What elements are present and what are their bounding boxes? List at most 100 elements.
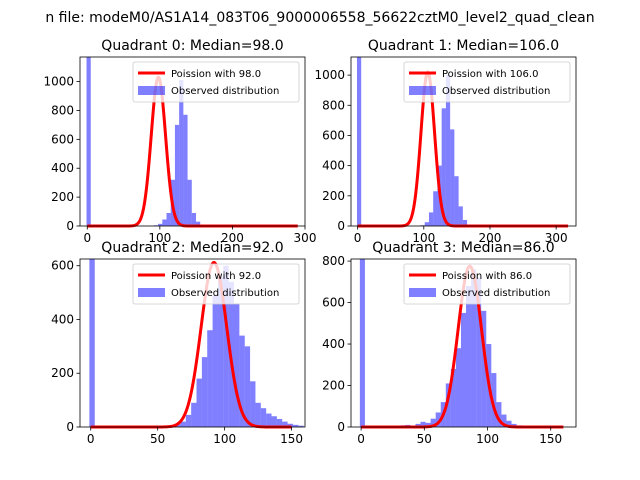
histogram-bar [359, 259, 365, 427]
histogram-bar [292, 424, 299, 427]
histogram-bar [183, 114, 188, 226]
legend: Poission with 86.0 Observed distribution [403, 263, 571, 305]
legend: Poission with 92.0 Observed distribution [132, 263, 300, 305]
histogram-bar [185, 414, 192, 427]
x-tick-label: 100 [476, 432, 499, 446]
histogram-bar [174, 124, 180, 226]
y-tick-label: 400 [51, 161, 74, 175]
y-tick-label: 0 [66, 420, 74, 434]
histogram-bar [428, 212, 434, 226]
axes-frame [350, 56, 577, 227]
histogram-bar [89, 259, 95, 427]
histogram-bar [476, 277, 482, 427]
y-tick-label: 400 [322, 337, 345, 351]
legend-frame [132, 263, 300, 305]
histogram-bar [496, 402, 502, 427]
histogram-bar [250, 381, 256, 427]
legend-patch-swatch [138, 86, 165, 95]
histogram-bar [433, 191, 438, 226]
axes-frame [79, 56, 306, 227]
histogram-bar [266, 413, 272, 427]
subplot-3: 0 50 100 150 0 200 400 600 800 Quadrant 3: Median… [322, 240, 577, 446]
legend-patch-swatch [138, 288, 165, 297]
histogram-bar [195, 221, 201, 226]
histogram-bar [420, 421, 426, 427]
histogram-bar [187, 179, 192, 226]
histogram-bar [425, 422, 431, 427]
y-tick-label: 600 [322, 296, 345, 310]
histogram-bar [191, 402, 197, 427]
y-tick-label: 1000 [43, 75, 74, 89]
histogram-bar [158, 223, 163, 226]
histogram-bar [430, 418, 436, 427]
histogram-bar [454, 176, 459, 226]
y-tick-label: 200 [51, 366, 74, 380]
x-tick-label: 150 [539, 432, 562, 446]
y-tick-label: 0 [337, 420, 345, 434]
histogram-bar [501, 414, 507, 427]
histogram-bar [223, 265, 229, 427]
y-tick-label: 200 [322, 379, 345, 393]
histogram-bar [239, 335, 245, 427]
x-tick-label: 100 [148, 231, 171, 245]
legend-frame [403, 61, 571, 103]
histogram-bar [201, 357, 208, 427]
histogram-bar [166, 213, 171, 226]
x-tick-label: 150 [280, 432, 303, 446]
legend-entry-poisson: Poission with 86.0 [442, 271, 532, 282]
legend-patch-swatch [409, 86, 436, 95]
histogram-bar [162, 219, 167, 226]
subplot-1: 0 100 200 300 0 200 400 600 800 1000 Quadrant 1: M… [314, 38, 577, 245]
histogram-bar [466, 285, 472, 427]
histogram-bar [435, 412, 441, 427]
legend-patch-swatch [409, 288, 436, 297]
x-tick-label: 50 [417, 432, 432, 446]
x-tick-label: 200 [479, 231, 502, 245]
histogram-bar [460, 312, 467, 427]
y-tick-label: 200 [322, 189, 345, 203]
histogram-bar [207, 330, 213, 427]
y-tick-label: 600 [322, 128, 345, 142]
x-tick-label: 50 [150, 432, 165, 446]
x-tick-label: 0 [83, 231, 91, 245]
subplot-title: Quadrant 3: Median=86.0 [372, 240, 554, 256]
histogram-bar [180, 421, 186, 427]
histogram-bar [217, 276, 224, 427]
histogram-bar [298, 425, 304, 427]
legend-frame [132, 61, 300, 103]
axes-frame [79, 258, 306, 428]
histogram-bar [212, 295, 218, 427]
histogram-bar [424, 222, 429, 226]
y-tick-label: 200 [51, 190, 74, 204]
histogram-bar [506, 420, 512, 427]
x-tick-label: 0 [354, 231, 362, 245]
legend: Poission with 106.0 Observed distribution [403, 61, 571, 103]
y-tick-label: 400 [51, 312, 74, 326]
legend-entry-poisson: Poission with 106.0 [442, 69, 538, 80]
subplot-0: 0 100 200 300 0 200 400 600 800 1000 Quadrant 0: M… [43, 38, 316, 245]
subplot-title: Quadrant 1: Median=106.0 [368, 38, 559, 54]
histogram-bar [356, 57, 362, 226]
histogram-bar [445, 383, 451, 427]
histogram-bar [234, 303, 240, 427]
histogram-bar [450, 129, 455, 226]
histogram-bar [276, 418, 283, 427]
y-tick-label: 400 [322, 159, 345, 173]
histogram-bar [287, 423, 293, 427]
x-tick-label: 0 [357, 432, 365, 446]
y-tick-label: 800 [322, 254, 345, 268]
y-tick-label: 800 [322, 98, 345, 112]
histogram-bar [196, 378, 202, 427]
histogram-bar [455, 348, 461, 427]
axes-frame [350, 258, 577, 428]
histogram-bar [179, 80, 184, 226]
legend-frame [403, 263, 571, 305]
histogram-bar [450, 368, 456, 427]
histogram-bar [445, 75, 451, 226]
x-tick-label: 100 [412, 231, 435, 245]
subplot-title: Quadrant 2: Median=92.0 [101, 240, 283, 256]
histogram-bar [191, 213, 196, 226]
histogram-bar [491, 373, 497, 427]
histogram-bar [175, 424, 181, 427]
